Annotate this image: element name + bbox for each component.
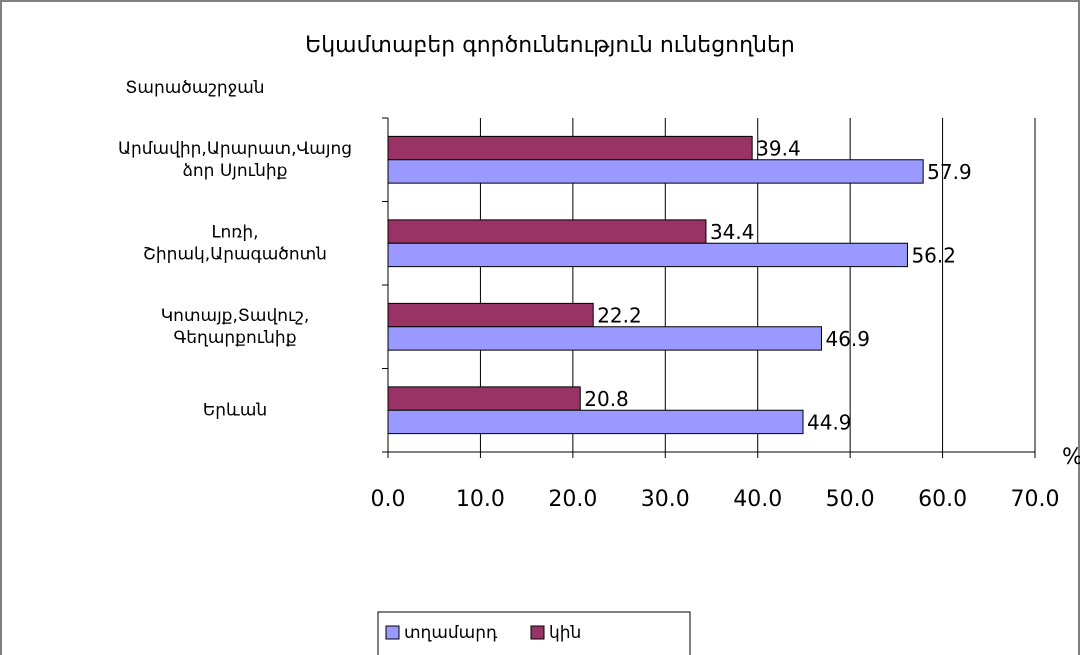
value-label: 56.2 [911,243,956,267]
y-axis-label: Տարածաշրջան [125,78,264,98]
x-tick-label: 50.0 [826,487,875,512]
x-tick-label: 60.0 [918,487,967,512]
y-tick-label: Կոտայք,Տավուշ, Գեղարքունիք [161,306,310,348]
x-tick-label: 20.0 [548,487,597,512]
x-tick-label: 70.0 [1011,487,1060,512]
bar [387,302,594,328]
x-tick-label: 40.0 [733,487,782,512]
value-label: 46.9 [825,327,870,351]
legend-swatch [530,625,545,640]
bar [387,326,822,351]
value-label: 44.9 [807,410,852,434]
value-label: 20.8 [584,387,629,411]
bar [387,386,581,411]
y-tick-label: Լոռի, Շիրակ,Արագածոտն [143,222,327,264]
chart-title: Եկամտաբեր գործունեություն ունեցողներ [305,33,795,58]
x-axis-label: % [1062,445,1080,470]
bar [387,242,908,268]
legend-label: կին [549,623,581,643]
x-tick-label: 0.0 [371,487,406,512]
bar [387,135,753,161]
x-tick-label: 10.0 [456,487,505,512]
y-tick-label: Երևան [203,400,267,420]
value-label: 57.9 [927,160,972,184]
value-label: 39.4 [756,137,801,161]
x-tick-label: 30.0 [641,487,690,512]
legend-label: տղամարդ [404,623,498,643]
bar [387,219,707,244]
value-label: 22.2 [597,304,642,328]
bar [387,409,804,435]
legend-swatch [385,625,400,640]
y-tick-label: Արմավիր,Արարատ,Վայոց ձոր Սյունիք [118,139,352,181]
value-label: 34.4 [710,220,755,244]
bar [387,159,924,184]
